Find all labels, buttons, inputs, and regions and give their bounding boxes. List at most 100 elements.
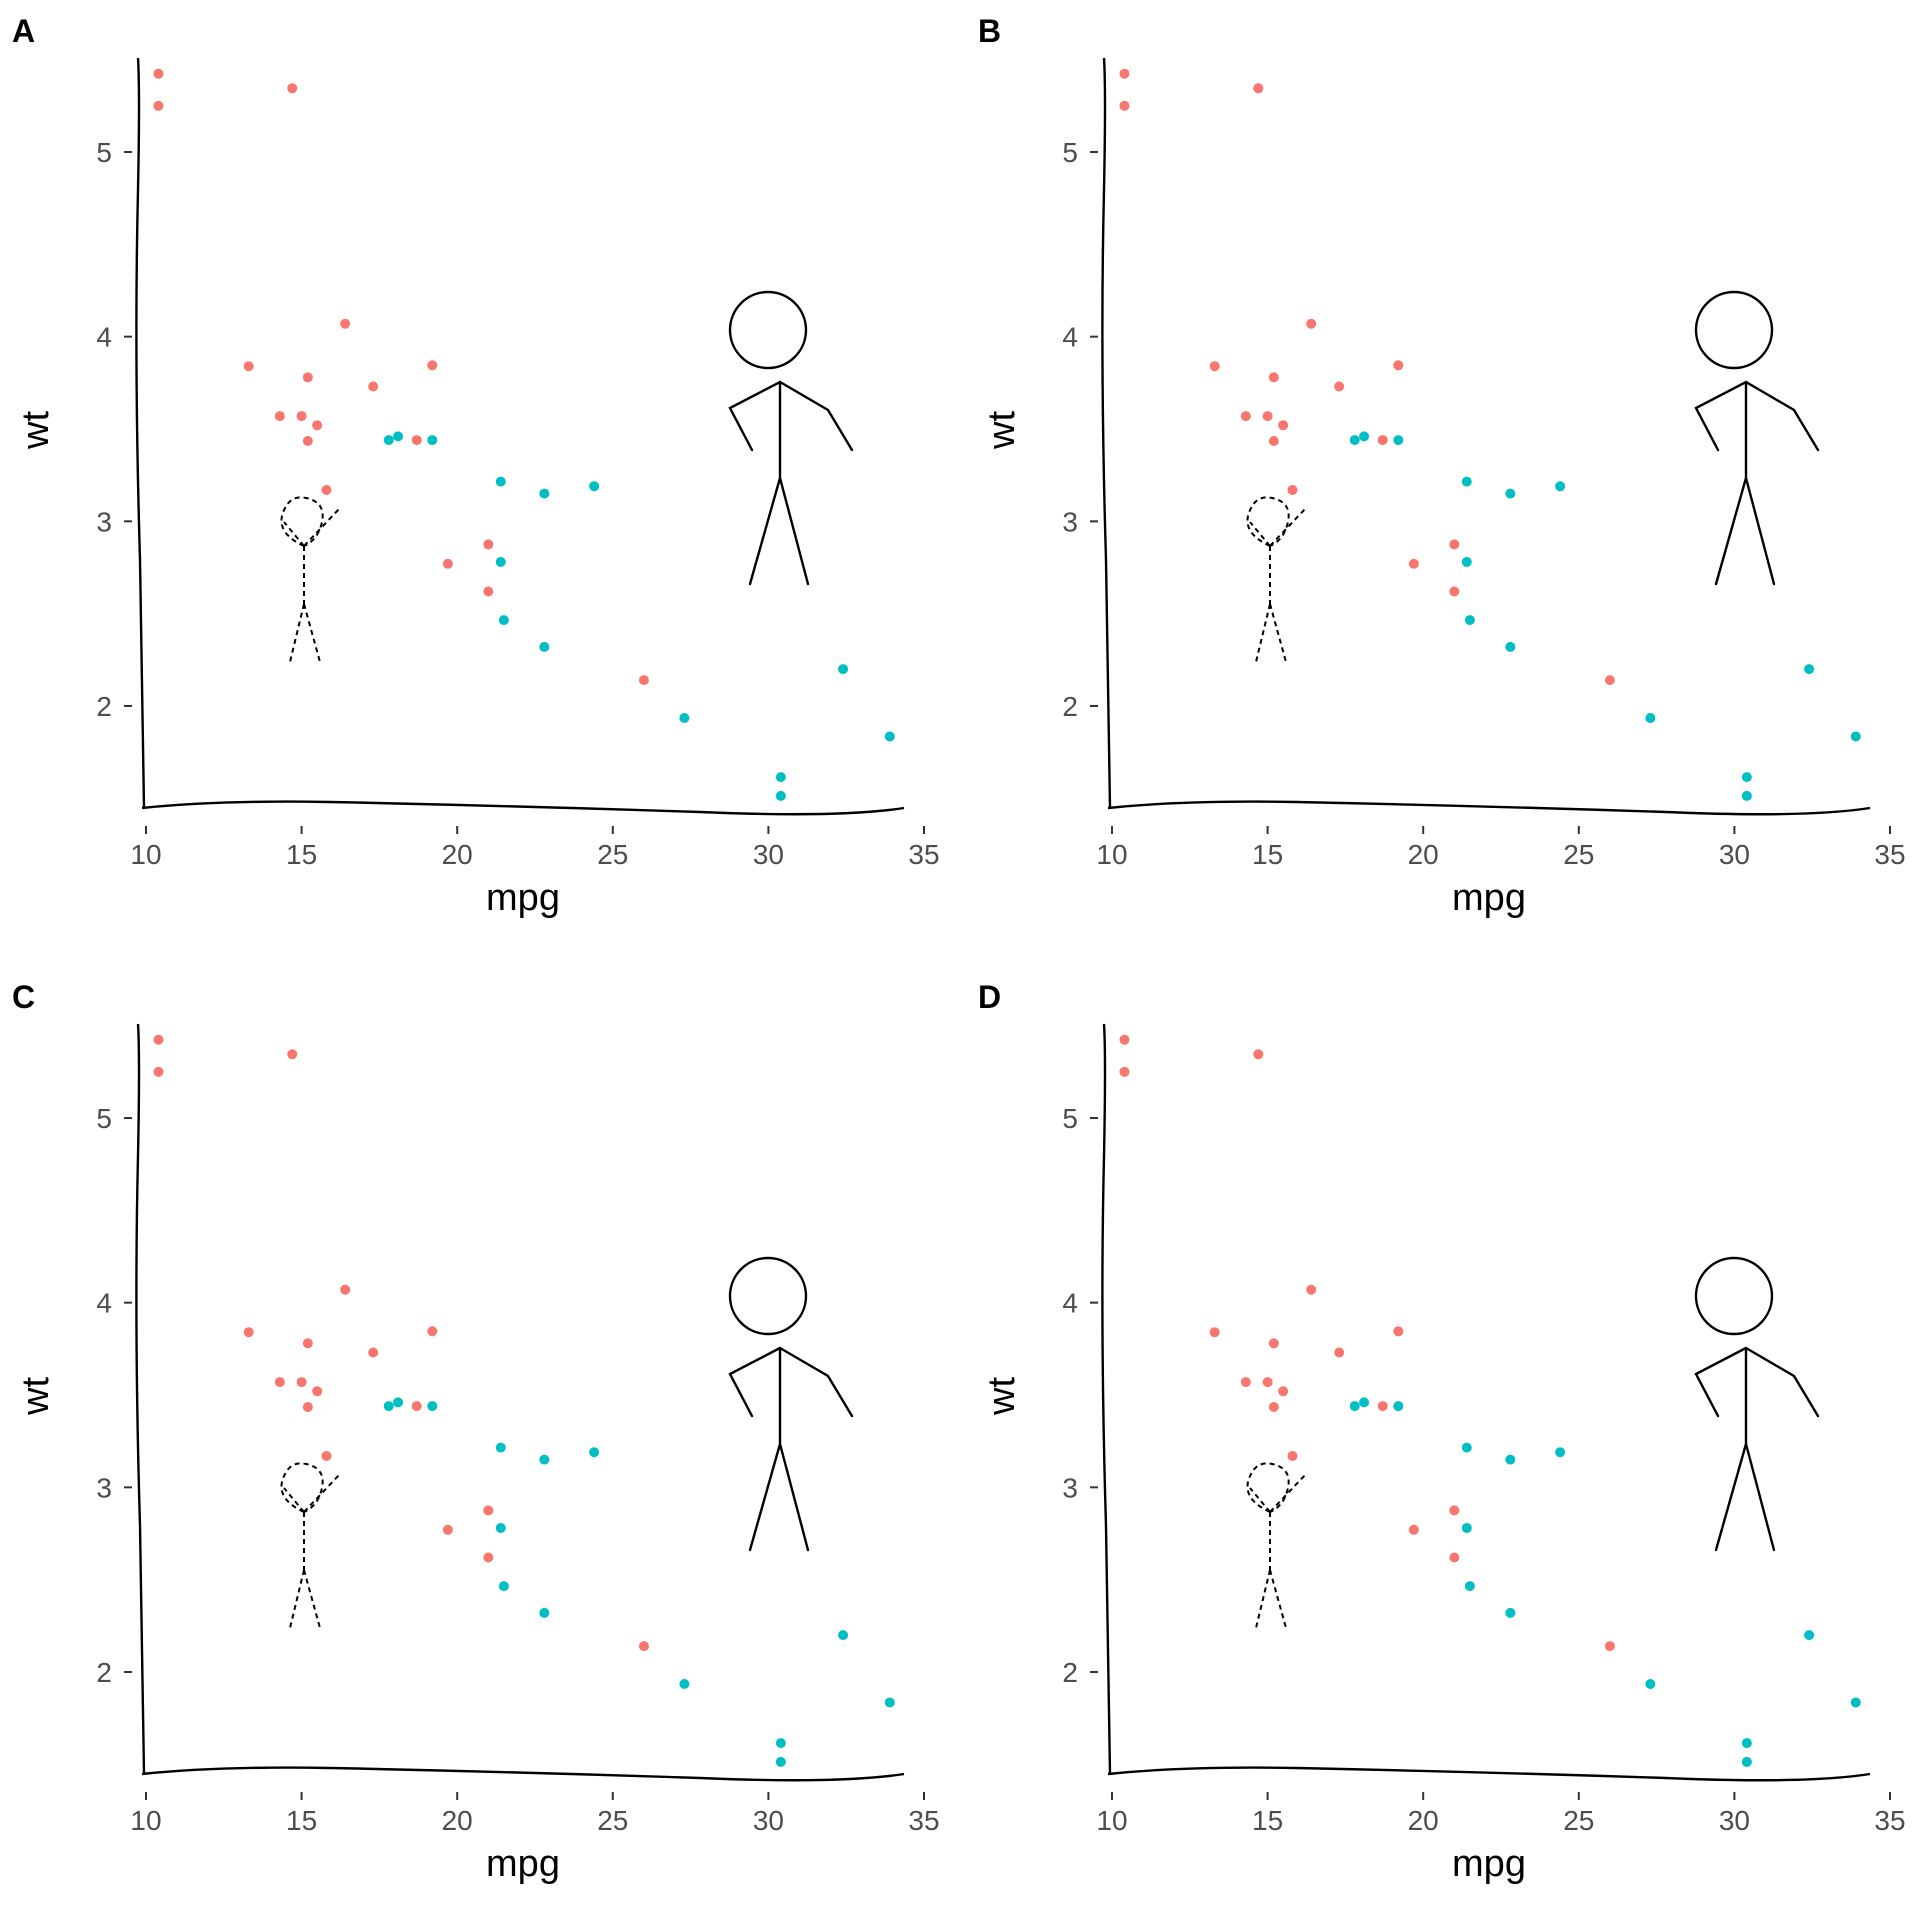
x-tick-label: 25	[597, 1805, 628, 1836]
stick-figure-head	[1694, 1256, 1774, 1336]
data-point-series-1	[1393, 360, 1404, 371]
x-axis-title: mpg	[486, 1843, 560, 1885]
data-point-series-1	[1334, 1347, 1345, 1358]
data-point-series-1	[287, 1049, 298, 1060]
data-point-series-2	[1349, 1401, 1360, 1412]
data-point-series-1	[1604, 1641, 1615, 1652]
data-point-series-1	[1262, 1377, 1273, 1388]
data-point-series-2	[1555, 481, 1566, 492]
data-point-series-1	[1268, 436, 1279, 447]
panel-tag: A	[12, 13, 35, 49]
data-point-series-1	[1449, 586, 1460, 597]
panel-tag: D	[978, 979, 1001, 1015]
data-point-series-1	[1278, 1386, 1289, 1397]
data-point-series-1	[243, 361, 254, 372]
data-point-series-2	[1741, 790, 1752, 801]
data-point-series-2	[679, 1679, 690, 1690]
data-point-series-1	[1334, 381, 1345, 392]
data-point-series-2	[1850, 731, 1861, 742]
data-point-series-2	[495, 1522, 506, 1533]
data-point-series-2	[589, 481, 600, 492]
data-point-series-1	[483, 1552, 494, 1563]
data-point-series-1	[243, 1327, 254, 1338]
y-tick-label: 5	[96, 1103, 112, 1134]
y-axis-line	[1101, 1023, 1112, 1775]
data-point-series-2	[383, 1401, 394, 1412]
data-point-series-2	[1461, 1442, 1472, 1453]
data-point-series-1	[1253, 1049, 1264, 1060]
stick-figure-small-head	[280, 496, 324, 547]
stick-figure-small-body	[283, 1473, 341, 1629]
data-point-series-2	[539, 641, 550, 652]
data-point-series-2	[1645, 713, 1656, 724]
data-point-series-2	[1349, 435, 1360, 446]
data-point-series-1	[153, 1066, 164, 1077]
x-tick-label: 15	[286, 839, 317, 870]
data-point-series-2	[884, 731, 895, 742]
data-point-series-1	[302, 436, 313, 447]
x-tick-label: 10	[130, 1805, 161, 1836]
data-point-series-2	[1850, 1697, 1861, 1708]
x-tick-label: 30	[753, 839, 784, 870]
panel-tag: C	[12, 979, 35, 1015]
y-axis-line	[135, 1023, 146, 1775]
data-point-series-1	[312, 1386, 323, 1397]
x-axis-line	[141, 800, 905, 816]
data-point-series-2	[498, 615, 509, 626]
data-point-series-2	[1505, 488, 1516, 499]
data-point-series-1	[1377, 435, 1388, 446]
y-tick-label: 4	[1062, 322, 1078, 353]
y-axis-title: wt	[981, 1377, 1023, 1416]
x-tick-label: 35	[1874, 1805, 1905, 1836]
data-point-series-2	[495, 476, 506, 487]
data-point-series-1	[638, 675, 649, 686]
data-point-series-1	[302, 372, 313, 383]
y-axis-line	[1101, 57, 1112, 809]
data-point-series-2	[427, 1401, 438, 1412]
x-axis-title: mpg	[1452, 877, 1526, 919]
x-tick-label: 15	[286, 1805, 317, 1836]
x-tick-label: 20	[1408, 1805, 1439, 1836]
data-point-series-2	[838, 664, 849, 675]
x-tick-label: 10	[1096, 839, 1127, 870]
y-tick-label: 5	[1062, 1103, 1078, 1134]
x-axis-line	[1107, 1766, 1871, 1782]
stick-figure-small-body	[1249, 1473, 1307, 1629]
data-point-series-2	[1393, 435, 1404, 446]
x-tick-label: 20	[1408, 839, 1439, 870]
data-point-series-1	[274, 1377, 285, 1388]
data-point-series-1	[302, 1402, 313, 1413]
data-point-series-1	[1262, 411, 1273, 422]
data-point-series-1	[483, 539, 494, 550]
data-point-series-1	[638, 1641, 649, 1652]
data-point-series-1	[1408, 1524, 1419, 1535]
data-point-series-1	[153, 68, 164, 79]
y-axis-line	[135, 57, 146, 809]
data-point-series-1	[1268, 1338, 1279, 1349]
x-axis-line	[141, 1766, 905, 1782]
data-point-series-1	[442, 1524, 453, 1535]
data-point-series-2	[495, 556, 506, 567]
data-point-series-1	[1240, 1377, 1251, 1388]
data-point-series-1	[296, 1377, 307, 1388]
data-point-series-2	[393, 431, 404, 442]
y-tick-label: 3	[1062, 506, 1078, 537]
data-point-series-1	[1278, 420, 1289, 431]
stick-figure-small-head	[280, 1462, 324, 1513]
data-point-series-2	[1645, 1679, 1656, 1690]
data-point-series-2	[539, 1607, 550, 1618]
y-tick-label: 2	[1062, 1657, 1078, 1688]
data-point-series-1	[340, 1284, 351, 1295]
stick-figure-body	[728, 1346, 854, 1552]
data-point-series-1	[1119, 1066, 1130, 1077]
data-point-series-1	[340, 318, 351, 329]
data-point-series-1	[287, 83, 298, 94]
y-tick-label: 5	[96, 137, 112, 168]
data-point-series-2	[1741, 1756, 1752, 1767]
data-point-series-1	[153, 100, 164, 111]
data-point-series-2	[775, 1738, 786, 1749]
data-point-series-1	[483, 586, 494, 597]
data-point-series-2	[539, 1454, 550, 1465]
y-tick-label: 4	[1062, 1288, 1078, 1319]
data-point-series-2	[1555, 1447, 1566, 1458]
